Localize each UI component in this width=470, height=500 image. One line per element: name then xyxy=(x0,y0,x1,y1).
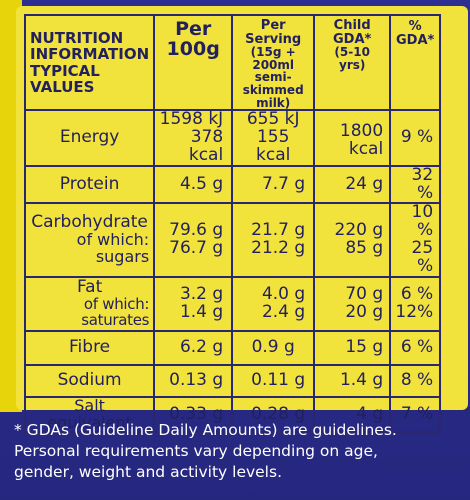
value-per-100g: 0.33 g xyxy=(153,395,234,434)
row-protein: Protein 4.5 g 7.7 g 24 g 32 % xyxy=(23,164,442,205)
nutrient-name: Energy xyxy=(23,109,156,167)
value-per-100g: 79.6 g 76.7 g xyxy=(153,202,234,278)
value-percent-gda: 6 % 12% xyxy=(389,275,442,332)
value-per-serving: 655 kJ 155 kcal xyxy=(231,109,316,167)
value-percent-gda: 32 % xyxy=(389,164,442,205)
row-salt-equivalent: Salt equivalent 0.33 g 0.28 g 4 g 7 % xyxy=(23,395,442,434)
gda-footnote: * GDAs (Guideline Daily Amounts) are gui… xyxy=(14,420,464,483)
value-percent-gda: 9 % xyxy=(389,109,442,167)
value-per-serving: 0.9 g xyxy=(231,329,316,366)
nutrient-name: Sodium xyxy=(23,363,156,398)
value-percent-gda: 10 % 25 % xyxy=(389,202,442,278)
nutrition-table: NUTRITION INFORMATION TYPICAL VALUES Per… xyxy=(23,13,442,434)
value-per-100g: 4.5 g xyxy=(153,164,234,205)
value-per-serving: 21.7 g 21.2 g xyxy=(231,202,316,278)
value-child-gda: 220 g 85 g xyxy=(313,202,392,278)
value-child-gda: 24 g xyxy=(313,164,392,205)
value-child-gda: 15 g xyxy=(313,329,392,366)
header-per-serving: Per Serving (15g + 200ml semi-skimmed mi… xyxy=(231,13,316,112)
header-child-gda: Child GDA* (5-10 yrs) xyxy=(313,13,392,112)
row-fibre: Fibre 6.2 g 0.9 g 15 g 6 % xyxy=(23,329,442,366)
value-percent-gda: 7 % xyxy=(389,395,442,434)
value-child-gda: 70 g 20 g xyxy=(313,275,392,332)
nutrient-name: Carbohydrate of which: sugars xyxy=(23,202,156,278)
value-per-100g: 1598 kJ 378 kcal xyxy=(153,109,234,167)
nutrient-name: Fat of which: saturates xyxy=(23,275,156,332)
value-per-serving: 0.28 g xyxy=(231,395,316,434)
value-child-gda: 4 g xyxy=(313,395,392,434)
header-row: NUTRITION INFORMATION TYPICAL VALUES Per… xyxy=(23,13,442,112)
value-per-100g: 3.2 g 1.4 g xyxy=(153,275,234,332)
nutrient-name: Fibre xyxy=(23,329,156,366)
header-per-100g: Per 100g xyxy=(153,13,234,112)
value-per-serving: 7.7 g xyxy=(231,164,316,205)
header-percent-gda: % GDA* xyxy=(389,13,442,112)
value-percent-gda: 6 % xyxy=(389,329,442,366)
value-per-100g: 6.2 g xyxy=(153,329,234,366)
nutrient-name: Salt equivalent xyxy=(23,395,156,434)
nutrient-name: Protein xyxy=(23,164,156,205)
value-child-gda: 1.4 g xyxy=(313,363,392,398)
footnote-line: Personal requirements vary depending on … xyxy=(14,442,378,460)
row-carbohydrate: Carbohydrate of which: sugars 79.6 g 76.… xyxy=(23,202,442,278)
row-sodium: Sodium 0.13 g 0.11 g 1.4 g 8 % xyxy=(23,363,442,398)
footnote-line: gender, weight and activity levels. xyxy=(14,463,282,481)
footnote-line: * GDAs (Guideline Daily Amounts) are gui… xyxy=(14,421,397,439)
value-per-serving: 0.11 g xyxy=(231,363,316,398)
row-fat: Fat of which: saturates 3.2 g 1.4 g 4.0 … xyxy=(23,275,442,332)
value-child-gda: 1800 kcal xyxy=(313,109,392,167)
row-energy: Energy 1598 kJ 378 kcal 655 kJ 155 kcal … xyxy=(23,109,442,167)
value-per-serving: 4.0 g 2.4 g xyxy=(231,275,316,332)
header-title: NUTRITION INFORMATION TYPICAL VALUES xyxy=(23,13,156,112)
value-per-100g: 0.13 g xyxy=(153,363,234,398)
value-percent-gda: 8 % xyxy=(389,363,442,398)
